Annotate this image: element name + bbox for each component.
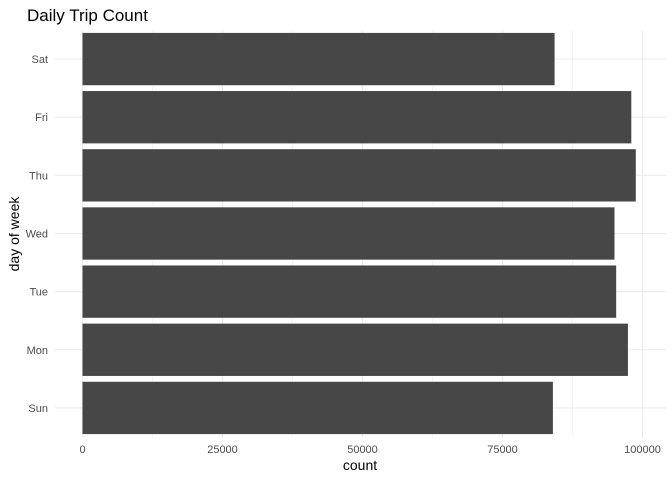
y-tick-label: Fri [35, 112, 48, 124]
x-tick-labels: 0 25000 50000 75000 100000 [79, 444, 660, 456]
bar-sun [82, 381, 553, 435]
y-tick-label: Tue [29, 287, 48, 299]
x-tick-label: 25000 [207, 444, 238, 456]
x-tick-label: 100000 [624, 444, 661, 456]
x-tick-label: 0 [79, 444, 85, 456]
y-tick-label: Mon [27, 345, 48, 357]
bars [82, 32, 636, 435]
x-tick-label: 75000 [487, 444, 518, 456]
x-tick-label: 50000 [347, 444, 378, 456]
bar-mon [82, 323, 628, 376]
y-tick-label: Wed [26, 229, 48, 241]
bar-thu [82, 149, 636, 202]
chart-title: Daily Trip Count [27, 6, 148, 25]
bar-fri [82, 91, 632, 144]
y-tick-label: Thu [29, 170, 48, 182]
x-axis-title: count [343, 457, 377, 473]
bar-wed [82, 207, 615, 260]
y-axis-title: day of week [6, 196, 22, 272]
bar-sat [82, 32, 555, 86]
y-tick-label: Sat [31, 54, 48, 66]
y-tick-labels: Sun Mon Tue Wed Thu Fri Sat [26, 54, 48, 415]
y-tick-label: Sun [28, 403, 48, 415]
bar-tue [82, 265, 617, 318]
